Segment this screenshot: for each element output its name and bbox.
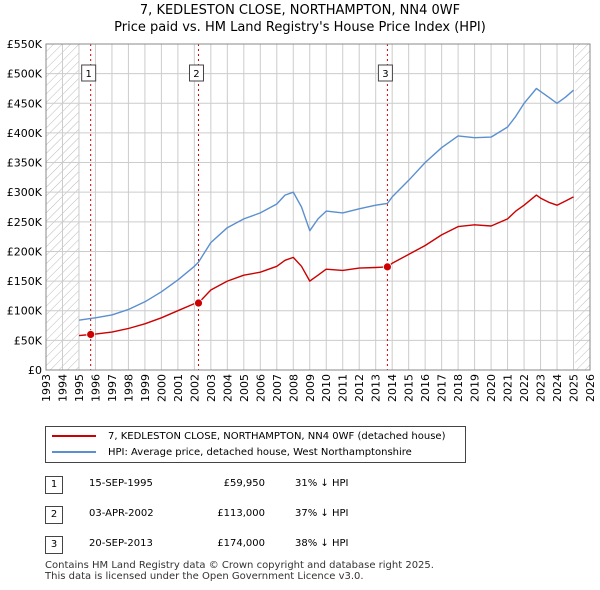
x-tick-label: 1996 bbox=[89, 374, 102, 402]
x-tick-label: 1994 bbox=[56, 374, 69, 402]
x-tick-label: 2008 bbox=[287, 374, 300, 402]
sale-number: 3 bbox=[45, 536, 63, 554]
sale-price: £113,000 bbox=[217, 508, 265, 519]
legend-swatch-price bbox=[52, 435, 96, 437]
legend-swatch-hpi bbox=[52, 451, 96, 453]
sale-row: 3 20-SEP-2013 £174,000 38% ↓ HPI bbox=[45, 536, 465, 554]
legend-item-price: 7, KEDLESTON CLOSE, NORTHAMPTON, NN4 0WF… bbox=[52, 430, 446, 444]
footer-line1: Contains HM Land Registry data © Crown c… bbox=[45, 560, 434, 571]
x-tick-label: 1995 bbox=[73, 374, 86, 402]
x-tick-label: 2009 bbox=[304, 374, 317, 402]
sale-date: 03-APR-2002 bbox=[89, 508, 154, 519]
x-tick-label: 1999 bbox=[139, 374, 152, 402]
y-tick-label: £200K bbox=[7, 245, 43, 258]
x-tick-label: 2021 bbox=[502, 374, 515, 402]
y-tick-label: £150K bbox=[7, 275, 43, 288]
sale-hpi-diff: 31% ↓ HPI bbox=[295, 478, 349, 489]
sale-price: £59,950 bbox=[223, 478, 265, 489]
x-tick-label: 2026 bbox=[584, 374, 597, 402]
y-tick-label: £450K bbox=[7, 97, 43, 110]
y-tick-label: £0 bbox=[28, 364, 42, 377]
x-tick-label: 2022 bbox=[518, 374, 531, 402]
chart-title: 7, KEDLESTON CLOSE, NORTHAMPTON, NN4 0WF… bbox=[0, 2, 600, 36]
sale-price: £174,000 bbox=[217, 538, 265, 549]
x-tick-label: 2003 bbox=[205, 374, 218, 402]
sale-hpi-diff: 37% ↓ HPI bbox=[295, 508, 349, 519]
sale-point bbox=[194, 298, 203, 308]
hpi-line bbox=[78, 87, 574, 321]
footer-line2: This data is licensed under the Open Gov… bbox=[45, 571, 364, 582]
x-tick-label: 2002 bbox=[188, 374, 201, 402]
sale-marker-box bbox=[377, 64, 393, 82]
footer: Contains HM Land Registry data © Crown c… bbox=[45, 560, 434, 582]
x-tick-label: 2006 bbox=[254, 374, 267, 402]
x-tick-label: 2011 bbox=[337, 374, 350, 402]
x-tick-label: 2023 bbox=[535, 374, 548, 402]
x-tick-label: 2016 bbox=[419, 374, 432, 402]
sale-hpi-diff: 38% ↓ HPI bbox=[295, 538, 349, 549]
x-tick-label: 2012 bbox=[353, 374, 366, 402]
legend: 7, KEDLESTON CLOSE, NORTHAMPTON, NN4 0WF… bbox=[45, 426, 466, 463]
sale-row: 2 03-APR-2002 £113,000 37% ↓ HPI bbox=[45, 506, 465, 524]
sale-point bbox=[86, 330, 96, 339]
price-chart: 1 2 3 £0 £50K £100K £150K £200K £250K £300K £350K… bbox=[7, 38, 597, 402]
sale-marker-box bbox=[81, 64, 97, 82]
x-tick-label: 2015 bbox=[403, 374, 416, 402]
x-tick-label: 2013 bbox=[370, 374, 383, 402]
legend-label-hpi: HPI: Average price, detached house, West… bbox=[108, 447, 412, 458]
chart-title-line2: Price paid vs. HM Land Registry's House … bbox=[114, 20, 486, 35]
x-tick-label: 2019 bbox=[469, 374, 482, 402]
hatched-region bbox=[575, 44, 590, 370]
sale-number: 2 bbox=[45, 506, 63, 524]
x-tick-label: 2004 bbox=[221, 374, 234, 402]
x-tick-label: 2014 bbox=[386, 374, 399, 402]
x-tick-label: 2025 bbox=[568, 374, 581, 402]
sale-date: 15-SEP-1995 bbox=[89, 478, 153, 489]
x-tick-label: 1997 bbox=[106, 374, 119, 402]
x-tick-label: 2005 bbox=[238, 374, 251, 402]
y-tick-label: £350K bbox=[7, 157, 43, 170]
plot-frame bbox=[45, 43, 591, 371]
y-tick-label: £500K bbox=[7, 68, 43, 81]
x-tick-label: 2018 bbox=[452, 374, 465, 402]
chart-title-line1: 7, KEDLESTON CLOSE, NORTHAMPTON, NN4 0WF bbox=[139, 3, 461, 18]
sale-point bbox=[383, 262, 392, 272]
x-tick-label: 2024 bbox=[551, 374, 564, 402]
plot-background bbox=[46, 44, 590, 370]
sale-marker-label: 3 bbox=[382, 69, 388, 80]
y-tick-label: £300K bbox=[7, 186, 43, 199]
price-paid-line bbox=[78, 194, 574, 337]
x-tick-label: 2010 bbox=[320, 374, 333, 402]
sale-marker-label: 1 bbox=[85, 69, 91, 80]
sale-marker-box bbox=[188, 64, 204, 82]
y-tick-label: £100K bbox=[7, 305, 43, 318]
x-tick-label: 1998 bbox=[122, 374, 135, 402]
sale-row: 1 15-SEP-1995 £59,950 31% ↓ HPI bbox=[45, 476, 465, 494]
x-tick-label: 2001 bbox=[172, 374, 185, 402]
sale-date: 20-SEP-2013 bbox=[89, 538, 153, 549]
y-tick-label: £400K bbox=[7, 127, 43, 140]
legend-label-price: 7, KEDLESTON CLOSE, NORTHAMPTON, NN4 0WF… bbox=[108, 431, 446, 442]
sale-number: 1 bbox=[45, 476, 63, 494]
sale-marker-label: 2 bbox=[193, 69, 199, 80]
y-tick-label: £550K bbox=[7, 38, 43, 51]
x-tick-label: 2007 bbox=[271, 374, 284, 402]
x-tick-label: 2000 bbox=[155, 374, 168, 402]
x-tick-label: 2017 bbox=[436, 374, 449, 402]
x-tick-label: 2020 bbox=[485, 374, 498, 402]
y-tick-label: £50K bbox=[14, 334, 43, 347]
legend-item-hpi: HPI: Average price, detached house, West… bbox=[52, 446, 412, 460]
x-tick-label: 1993 bbox=[40, 374, 53, 402]
y-tick-label: £250K bbox=[7, 216, 43, 229]
